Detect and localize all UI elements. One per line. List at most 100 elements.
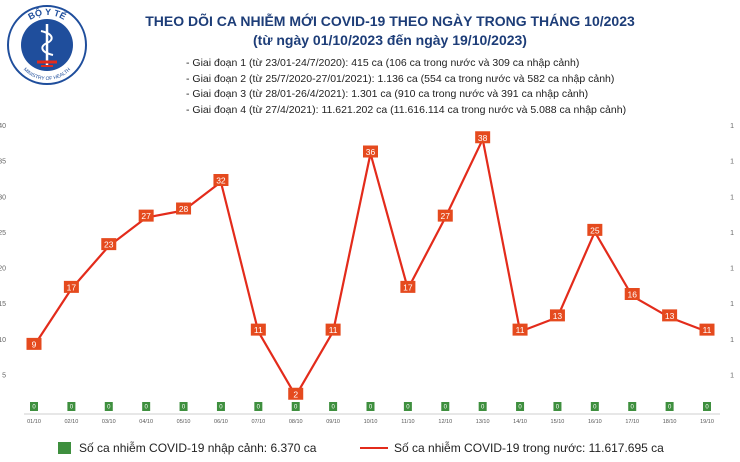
imported-value-label: 0 bbox=[257, 405, 261, 411]
x-tick-label: 06/10 bbox=[214, 419, 228, 425]
imported-value-label: 0 bbox=[631, 405, 635, 411]
y-tick-label: 5 bbox=[2, 372, 6, 379]
domestic-value-box bbox=[512, 323, 528, 336]
domestic-value-label: 28 bbox=[179, 204, 189, 214]
x-tick-label: 18/10 bbox=[663, 419, 677, 425]
phase-2-text: - Giai đoạn 2 (từ 25/7/2020-27/01/2021):… bbox=[186, 72, 615, 85]
domestic-value-box bbox=[26, 337, 42, 350]
imported-value-label: 0 bbox=[406, 405, 410, 411]
imported-bar bbox=[590, 402, 599, 411]
page-title: THEO DÕI CA NHIỄM MỚI COVID-19 THEO NGÀY… bbox=[120, 12, 660, 50]
legend-domestic-swatch bbox=[360, 447, 388, 449]
y-tick-label: 35 bbox=[0, 159, 6, 166]
domestic-value-box bbox=[138, 209, 154, 222]
domestic-value-label: 27 bbox=[441, 211, 451, 221]
imported-bar bbox=[478, 402, 487, 411]
x-tick-label: 03/10 bbox=[102, 419, 116, 425]
x-tick-label: 19/10 bbox=[700, 419, 714, 425]
x-tick-label: 08/10 bbox=[289, 419, 303, 425]
imported-value-label: 0 bbox=[668, 405, 672, 411]
x-tick-label: 10/10 bbox=[364, 419, 378, 425]
domestic-value-box bbox=[475, 131, 491, 144]
domestic-value-box bbox=[662, 309, 678, 322]
imported-value-label: 0 bbox=[518, 405, 522, 411]
imported-value-label: 0 bbox=[294, 405, 298, 411]
imported-bar bbox=[254, 402, 263, 411]
imported-bar bbox=[142, 402, 151, 411]
imported-value-label: 0 bbox=[182, 405, 186, 411]
y-tick-label: 20 bbox=[0, 266, 6, 273]
phase-1-text: - Giai đoạn 1 (từ 23/01-24/7/2020): 415 … bbox=[186, 57, 580, 69]
imported-bar bbox=[403, 402, 412, 411]
legend-domestic: Số ca nhiễm COVID-19 trong nước: 11.617.… bbox=[360, 441, 664, 455]
x-tick-label: 14/10 bbox=[513, 419, 527, 425]
imported-bar bbox=[104, 402, 113, 411]
domestic-value-box bbox=[400, 280, 416, 293]
domestic-value-label: 23 bbox=[104, 240, 114, 250]
domestic-value-label: 13 bbox=[553, 311, 563, 321]
x-tick-label: 13/10 bbox=[476, 419, 490, 425]
domestic-value-box bbox=[437, 209, 453, 222]
x-tick-label: 05/10 bbox=[177, 419, 191, 425]
domestic-value-label: 32 bbox=[216, 176, 226, 186]
legend-imported-swatch bbox=[58, 442, 71, 454]
y-tick-label: 30 bbox=[0, 194, 6, 201]
domestic-value-box bbox=[176, 202, 192, 215]
y2-tick-mark: 1 bbox=[730, 123, 734, 130]
phase-summary: - Giai đoạn 1 (từ 23/01-24/7/2020): 415 … bbox=[186, 56, 626, 118]
imported-bar bbox=[628, 402, 637, 411]
y2-tick-mark: 1 bbox=[730, 372, 734, 379]
domestic-value-label: 2 bbox=[293, 389, 298, 399]
domestic-value-label: 17 bbox=[67, 282, 77, 292]
imported-bar bbox=[291, 402, 300, 411]
y-tick-label: 10 bbox=[0, 337, 6, 344]
y2-tick-mark: 1 bbox=[730, 230, 734, 237]
x-tick-label: 01/10 bbox=[27, 419, 41, 425]
imported-value-label: 0 bbox=[32, 405, 36, 411]
x-tick-label: 15/10 bbox=[551, 419, 565, 425]
domestic-value-label: 11 bbox=[516, 325, 525, 335]
domestic-value-label: 11 bbox=[254, 325, 263, 335]
y2-tick-mark: 1 bbox=[730, 194, 734, 201]
domestic-value-label: 16 bbox=[627, 290, 637, 300]
domestic-value-box bbox=[587, 223, 603, 236]
x-tick-label: 02/10 bbox=[65, 419, 79, 425]
legend-imported-label: Số ca nhiễm COVID-19 nhập cảnh: 6.370 ca bbox=[79, 441, 317, 455]
daily-cases-chart: 5 110 115 120 125 130 135 140 10 0 0 0 0 0 0 0 0 0 0 0 0 0 0 0 0… bbox=[0, 123, 734, 425]
imported-value-label: 0 bbox=[70, 405, 74, 411]
y-tick-label: 15 bbox=[0, 301, 6, 308]
legend-domestic-label: Số ca nhiễm COVID-19 trong nước: 11.617.… bbox=[394, 441, 664, 455]
imported-bar bbox=[366, 402, 375, 411]
domestic-value-label: 9 bbox=[32, 339, 37, 349]
imported-bar bbox=[67, 402, 76, 411]
domestic-value-box bbox=[288, 387, 304, 400]
domestic-value-label: 13 bbox=[665, 311, 675, 321]
imported-bar bbox=[441, 402, 450, 411]
x-tick-label: 07/10 bbox=[251, 419, 265, 425]
imported-value-label: 0 bbox=[481, 405, 485, 411]
legend-imported: Số ca nhiễm COVID-19 nhập cảnh: 6.370 ca bbox=[58, 441, 316, 455]
domestic-value-box bbox=[325, 323, 341, 336]
imported-value-label: 0 bbox=[369, 405, 373, 411]
imported-value-label: 0 bbox=[107, 405, 111, 411]
domestic-value-box bbox=[624, 288, 640, 300]
domestic-value-box bbox=[699, 323, 715, 336]
x-tick-label: 16/10 bbox=[588, 419, 602, 425]
domestic-value-box bbox=[363, 145, 378, 158]
imported-bar bbox=[30, 402, 38, 411]
domestic-value-box bbox=[63, 280, 79, 293]
y-tick-label: 25 bbox=[0, 230, 6, 237]
phase-3-text: - Giai đoạn 3 (từ 28/01-26/4/2021): 1.30… bbox=[186, 88, 589, 100]
phase-4-text: - Giai đoạn 4 (từ 27/4/2021): 11.621.202… bbox=[186, 103, 627, 116]
imported-value-label: 0 bbox=[219, 405, 223, 411]
ministry-of-health-logo: BỘ Y TẾ MINISTRY OF HEALTH bbox=[7, 5, 87, 85]
imported-value-label: 0 bbox=[331, 405, 335, 411]
x-tick-label: 11/10 bbox=[401, 419, 414, 425]
imported-value-label: 0 bbox=[556, 405, 560, 411]
domestic-value-label: 25 bbox=[590, 225, 600, 235]
y2-tick-mark: 1 bbox=[730, 301, 734, 308]
title-line-1: THEO DÕI CA NHIỄM MỚI COVID-19 THEO NGÀY… bbox=[145, 13, 635, 29]
domestic-value-box bbox=[101, 238, 117, 251]
domestic-value-label: 27 bbox=[141, 211, 151, 221]
